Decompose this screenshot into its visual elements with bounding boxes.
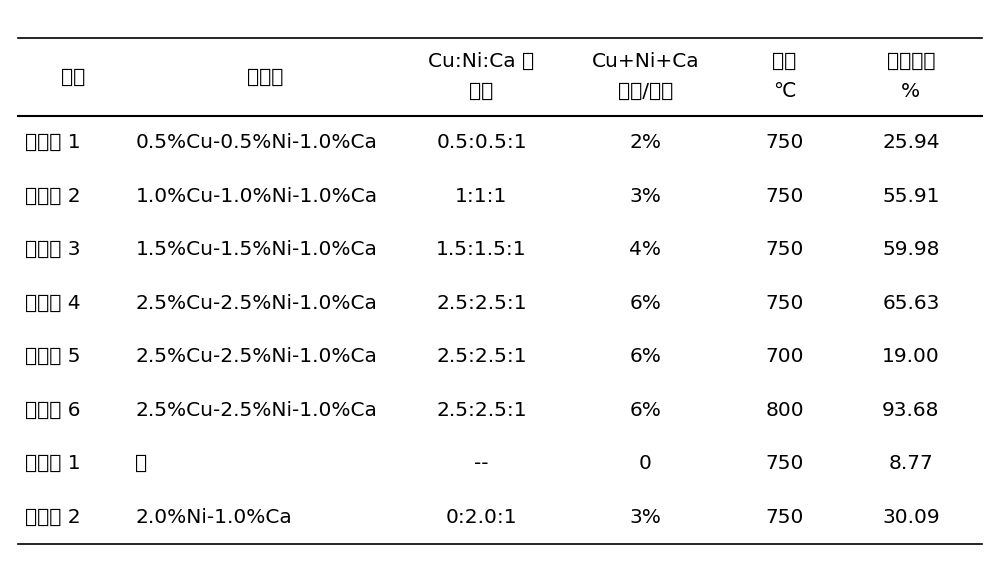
Text: 2.5:2.5:1: 2.5:2.5:1 bbox=[436, 348, 527, 366]
Text: 750: 750 bbox=[765, 508, 804, 527]
Text: 93.68: 93.68 bbox=[882, 401, 940, 420]
Text: 用量/煤焦: 用量/煤焦 bbox=[618, 82, 673, 101]
Text: ℃: ℃ bbox=[773, 82, 796, 101]
Text: 2.5%Cu-2.5%Ni-1.0%Ca: 2.5%Cu-2.5%Ni-1.0%Ca bbox=[135, 348, 377, 366]
Text: 实施例 6: 实施例 6 bbox=[25, 401, 80, 420]
Text: 750: 750 bbox=[765, 133, 804, 152]
Text: 700: 700 bbox=[765, 348, 804, 366]
Text: Cu+Ni+Ca: Cu+Ni+Ca bbox=[592, 52, 699, 71]
Text: 65.63: 65.63 bbox=[882, 294, 940, 313]
Text: 6%: 6% bbox=[629, 294, 661, 313]
Text: 19.00: 19.00 bbox=[882, 348, 940, 366]
Text: 2.5%Cu-2.5%Ni-1.0%Ca: 2.5%Cu-2.5%Ni-1.0%Ca bbox=[135, 401, 377, 420]
Text: --: -- bbox=[474, 455, 489, 473]
Text: Cu:Ni:Ca 质: Cu:Ni:Ca 质 bbox=[428, 52, 535, 71]
Text: 2.5:2.5:1: 2.5:2.5:1 bbox=[436, 401, 527, 420]
Text: 名称: 名称 bbox=[61, 68, 85, 86]
Text: 6%: 6% bbox=[629, 401, 661, 420]
Text: 750: 750 bbox=[765, 240, 804, 259]
Text: 1.5%Cu-1.5%Ni-1.0%Ca: 1.5%Cu-1.5%Ni-1.0%Ca bbox=[135, 240, 377, 259]
Text: 59.98: 59.98 bbox=[882, 240, 940, 259]
Text: 0.5%Cu-0.5%Ni-1.0%Ca: 0.5%Cu-0.5%Ni-1.0%Ca bbox=[135, 133, 377, 152]
Text: 2%: 2% bbox=[629, 133, 661, 152]
Text: 25.94: 25.94 bbox=[882, 133, 940, 152]
Text: 0:2.0:1: 0:2.0:1 bbox=[446, 508, 517, 527]
Text: 0: 0 bbox=[639, 455, 652, 473]
Text: 2.0%Ni-1.0%Ca: 2.0%Ni-1.0%Ca bbox=[135, 508, 292, 527]
Text: 实施例 3: 实施例 3 bbox=[25, 240, 80, 259]
Text: 温度: 温度 bbox=[772, 52, 797, 71]
Text: 2.5:2.5:1: 2.5:2.5:1 bbox=[436, 294, 527, 313]
Text: 1.5:1.5:1: 1.5:1.5:1 bbox=[436, 240, 527, 259]
Text: 55.91: 55.91 bbox=[882, 187, 940, 206]
Text: %: % bbox=[901, 82, 920, 101]
Text: 750: 750 bbox=[765, 455, 804, 473]
Text: 6%: 6% bbox=[629, 348, 661, 366]
Text: 2.5%Cu-2.5%Ni-1.0%Ca: 2.5%Cu-2.5%Ni-1.0%Ca bbox=[135, 294, 377, 313]
Text: 催化剂: 催化剂 bbox=[247, 68, 283, 86]
Text: 实施例 5: 实施例 5 bbox=[25, 348, 80, 366]
Text: 1:1:1: 1:1:1 bbox=[455, 187, 508, 206]
Text: 1.0%Cu-1.0%Ni-1.0%Ca: 1.0%Cu-1.0%Ni-1.0%Ca bbox=[135, 187, 377, 206]
Text: 比较例 1: 比较例 1 bbox=[25, 455, 81, 473]
Text: 30.09: 30.09 bbox=[882, 508, 940, 527]
Text: 实施例 1: 实施例 1 bbox=[25, 133, 81, 152]
Text: 3%: 3% bbox=[629, 187, 661, 206]
Text: 800: 800 bbox=[765, 401, 804, 420]
Text: 750: 750 bbox=[765, 187, 804, 206]
Text: 甲烷产率: 甲烷产率 bbox=[887, 52, 935, 71]
Text: 3%: 3% bbox=[629, 508, 661, 527]
Text: 实施例 2: 实施例 2 bbox=[25, 187, 81, 206]
Text: 实施例 4: 实施例 4 bbox=[25, 294, 81, 313]
Text: 8.77: 8.77 bbox=[888, 455, 933, 473]
Text: 4%: 4% bbox=[629, 240, 661, 259]
Text: 量比: 量比 bbox=[469, 82, 494, 101]
Text: 无: 无 bbox=[135, 455, 147, 473]
Text: 0.5:0.5:1: 0.5:0.5:1 bbox=[436, 133, 527, 152]
Text: 比较例 2: 比较例 2 bbox=[25, 508, 81, 527]
Text: 750: 750 bbox=[765, 294, 804, 313]
